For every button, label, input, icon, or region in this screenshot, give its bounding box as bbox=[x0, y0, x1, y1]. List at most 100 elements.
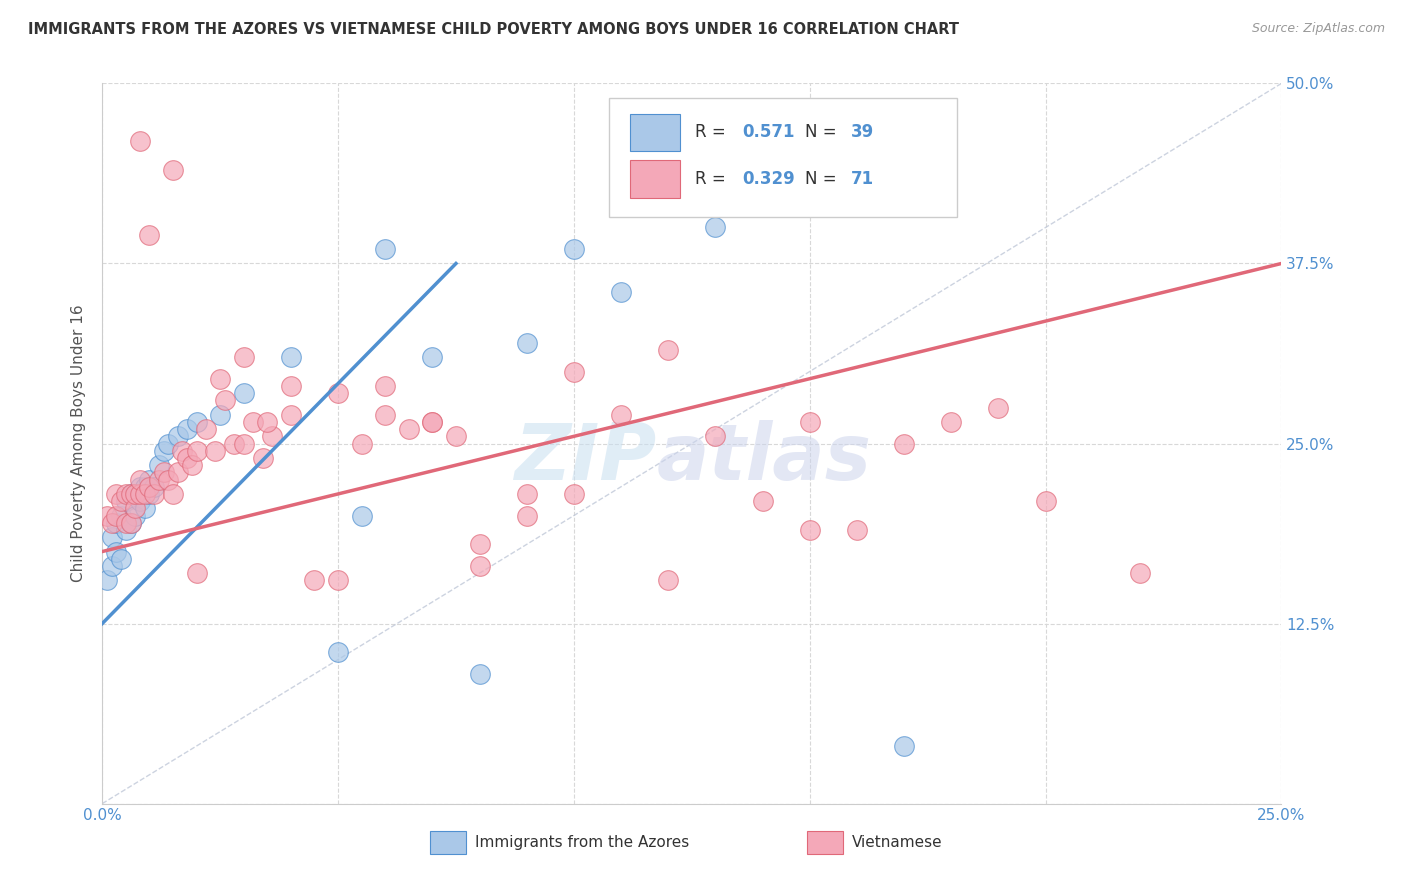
Point bbox=[138, 480, 160, 494]
Point bbox=[134, 487, 156, 501]
Point bbox=[845, 523, 868, 537]
Point bbox=[326, 386, 349, 401]
Point bbox=[516, 487, 538, 501]
Point bbox=[657, 343, 679, 357]
Point bbox=[148, 458, 170, 472]
Text: N =: N = bbox=[806, 170, 842, 188]
Point bbox=[941, 415, 963, 429]
Point bbox=[105, 516, 128, 530]
Point bbox=[326, 574, 349, 588]
Point bbox=[280, 379, 302, 393]
Point bbox=[96, 508, 118, 523]
Point bbox=[195, 422, 218, 436]
Point bbox=[120, 516, 142, 530]
FancyBboxPatch shape bbox=[630, 113, 681, 151]
Text: 39: 39 bbox=[851, 123, 875, 142]
Text: 71: 71 bbox=[851, 170, 875, 188]
Point bbox=[562, 242, 585, 256]
Point bbox=[224, 436, 246, 450]
Point bbox=[124, 487, 146, 501]
Point bbox=[114, 523, 136, 537]
Point bbox=[610, 408, 633, 422]
Text: 0.571: 0.571 bbox=[742, 123, 794, 142]
Point bbox=[157, 473, 180, 487]
Point bbox=[468, 667, 491, 681]
Point bbox=[280, 408, 302, 422]
Point bbox=[129, 473, 152, 487]
Point bbox=[110, 551, 132, 566]
Text: R =: R = bbox=[696, 170, 731, 188]
Point bbox=[124, 501, 146, 516]
Point bbox=[562, 364, 585, 378]
Point bbox=[252, 450, 274, 465]
Point bbox=[516, 335, 538, 350]
Point bbox=[1035, 494, 1057, 508]
Point bbox=[100, 516, 122, 530]
Point bbox=[260, 429, 283, 443]
Point bbox=[209, 372, 232, 386]
Point bbox=[105, 487, 128, 501]
Point bbox=[799, 415, 821, 429]
Point bbox=[232, 350, 254, 364]
Point bbox=[138, 227, 160, 242]
Point bbox=[162, 487, 184, 501]
Point bbox=[468, 537, 491, 551]
FancyBboxPatch shape bbox=[630, 161, 681, 198]
Point bbox=[129, 134, 152, 148]
Point bbox=[987, 401, 1010, 415]
Point bbox=[138, 487, 160, 501]
Point bbox=[232, 386, 254, 401]
Point bbox=[100, 530, 122, 544]
Text: Immigrants from the Azores: Immigrants from the Azores bbox=[475, 835, 689, 850]
Point bbox=[124, 508, 146, 523]
Point bbox=[232, 436, 254, 450]
Point bbox=[114, 516, 136, 530]
Point bbox=[280, 350, 302, 364]
Text: atlas: atlas bbox=[657, 420, 872, 496]
Point bbox=[143, 487, 166, 501]
Point bbox=[129, 494, 152, 508]
Point bbox=[114, 494, 136, 508]
Point bbox=[516, 508, 538, 523]
Point bbox=[186, 566, 208, 581]
Point bbox=[657, 574, 679, 588]
Point bbox=[138, 473, 160, 487]
Point bbox=[374, 408, 396, 422]
Point bbox=[214, 393, 236, 408]
Point bbox=[751, 494, 773, 508]
Point bbox=[110, 494, 132, 508]
Point bbox=[374, 379, 396, 393]
Point bbox=[374, 242, 396, 256]
Point bbox=[704, 429, 727, 443]
Point bbox=[398, 422, 420, 436]
Point bbox=[157, 436, 180, 450]
Text: 0.329: 0.329 bbox=[742, 170, 796, 188]
Text: R =: R = bbox=[696, 123, 731, 142]
Point bbox=[326, 645, 349, 659]
Text: ZIP: ZIP bbox=[515, 420, 657, 496]
Y-axis label: Child Poverty Among Boys Under 16: Child Poverty Among Boys Under 16 bbox=[72, 305, 86, 582]
Point bbox=[893, 436, 915, 450]
Point bbox=[350, 436, 373, 450]
Point bbox=[105, 508, 128, 523]
Point bbox=[152, 443, 174, 458]
Point bbox=[209, 408, 232, 422]
Point bbox=[96, 574, 118, 588]
Point bbox=[422, 415, 444, 429]
Point bbox=[110, 508, 132, 523]
Point bbox=[114, 487, 136, 501]
FancyBboxPatch shape bbox=[609, 98, 957, 217]
Point bbox=[242, 415, 264, 429]
Point bbox=[186, 443, 208, 458]
Point bbox=[172, 443, 194, 458]
Point bbox=[143, 480, 166, 494]
Point bbox=[162, 162, 184, 177]
Point bbox=[562, 487, 585, 501]
Point bbox=[350, 508, 373, 523]
Text: Vietnamese: Vietnamese bbox=[852, 835, 942, 850]
Point bbox=[134, 480, 156, 494]
Point bbox=[105, 544, 128, 558]
Point bbox=[152, 466, 174, 480]
Point bbox=[468, 558, 491, 573]
Point bbox=[422, 415, 444, 429]
